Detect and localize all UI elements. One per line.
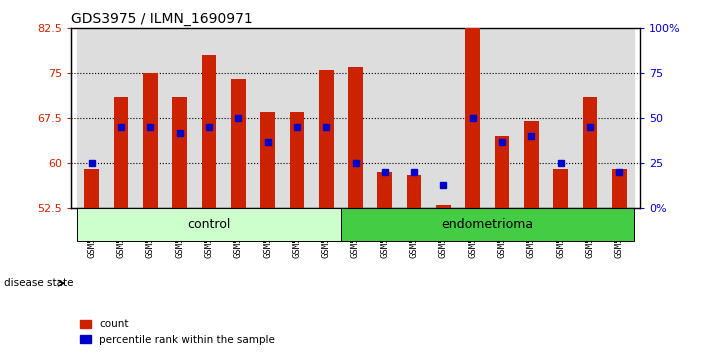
Bar [289,112,304,208]
Bar [546,28,575,208]
Bar [172,97,187,208]
Bar [495,136,509,208]
Legend: count, percentile rank within the sample: count, percentile rank within the sample [76,315,279,349]
Bar [114,97,128,208]
Text: GDS3975 / ILMN_1690971: GDS3975 / ILMN_1690971 [71,12,253,26]
Bar [436,205,451,208]
Bar [202,55,216,208]
Bar [488,28,517,208]
Bar [77,208,341,241]
Bar [282,28,311,208]
Bar [429,28,458,208]
Bar [553,169,568,208]
Bar [524,121,539,208]
Bar [400,28,429,208]
Bar [136,28,165,208]
Bar [194,28,223,208]
Bar [605,28,634,208]
Bar [319,70,333,208]
Bar [341,208,634,241]
Text: control: control [187,218,230,231]
Bar [223,28,253,208]
Bar [260,112,275,208]
Bar [612,169,626,208]
Bar [407,175,422,208]
Bar [466,1,480,208]
Bar [370,28,400,208]
Bar [106,28,136,208]
Bar [143,73,158,208]
Bar [517,28,546,208]
Bar [253,28,282,208]
Bar [583,97,597,208]
Bar [348,67,363,208]
Bar [341,28,370,208]
Bar [311,28,341,208]
Bar [165,28,194,208]
Bar [378,172,392,208]
Text: disease state: disease state [4,278,73,288]
Bar [231,79,245,208]
Bar [458,28,488,208]
Bar [77,28,106,208]
Bar [575,28,605,208]
Text: endometrioma: endometrioma [442,218,533,231]
Bar [85,169,99,208]
